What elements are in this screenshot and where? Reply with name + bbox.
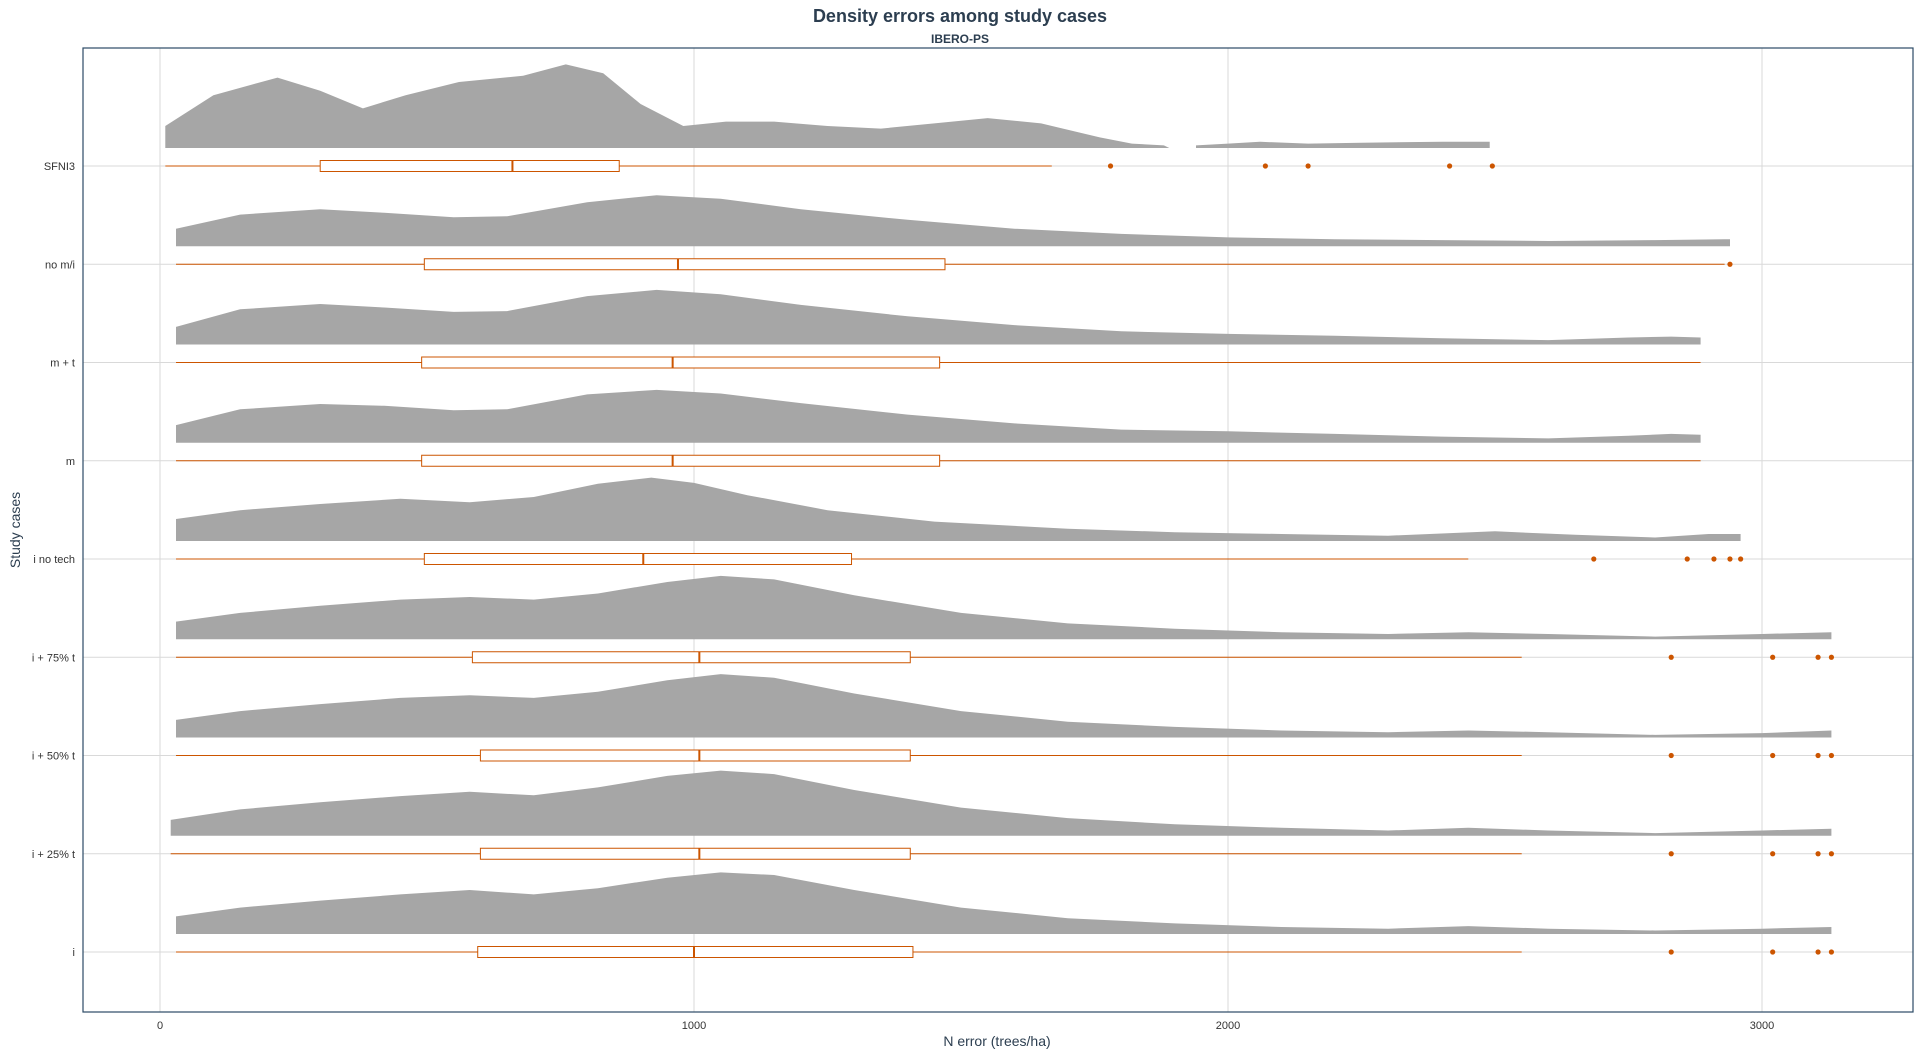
outlier-point bbox=[1447, 163, 1453, 169]
outlier-point bbox=[1770, 654, 1776, 660]
outlier-point bbox=[1727, 261, 1733, 267]
boxplot-box bbox=[479, 847, 911, 860]
y-axis-title: Study cases bbox=[7, 492, 23, 568]
y-tick-label: m + t bbox=[50, 358, 75, 370]
outlier-point bbox=[1828, 949, 1835, 955]
outlier-point bbox=[1815, 752, 1821, 759]
density-ridge bbox=[176, 872, 1832, 934]
boxplot-box bbox=[319, 160, 620, 172]
outlier-point bbox=[1770, 752, 1776, 759]
boxplot-box bbox=[477, 946, 914, 958]
chart-title: Density errors among study cases bbox=[812, 6, 1108, 26]
y-tick-label: i bbox=[73, 947, 75, 959]
density-ridge bbox=[176, 575, 1832, 640]
outlier-point bbox=[1262, 163, 1268, 169]
outlier-point bbox=[1668, 949, 1674, 955]
density-ridge bbox=[176, 195, 1730, 247]
outlier-point bbox=[1828, 752, 1835, 759]
outlier-point bbox=[1770, 949, 1776, 955]
boxplot-box bbox=[423, 553, 853, 565]
outlier-point bbox=[1815, 949, 1821, 955]
outlier-point bbox=[1305, 163, 1311, 169]
y-tick-label: i + 25% t bbox=[32, 849, 75, 861]
y-tick-label: i + 75% t bbox=[32, 652, 75, 664]
density-ridge bbox=[176, 389, 1701, 443]
x-tick-labels: 0 1000 2000 3000 bbox=[157, 1020, 1774, 1032]
outlier-point bbox=[1668, 851, 1674, 857]
boxplot-box bbox=[423, 258, 946, 271]
x-tick-label: 0 bbox=[157, 1020, 163, 1032]
boxplot-box bbox=[471, 651, 911, 664]
density-ridge bbox=[165, 64, 1490, 148]
outlier-point bbox=[1684, 556, 1690, 562]
y-tick-label: no m/i bbox=[45, 259, 75, 271]
outlier-point bbox=[1815, 851, 1821, 857]
x-tick-label: 1000 bbox=[682, 1020, 706, 1032]
density-ridge bbox=[176, 477, 1741, 541]
outlier-point bbox=[1489, 163, 1495, 169]
x-tick-label: 2000 bbox=[1216, 1020, 1240, 1032]
boxplot-box bbox=[421, 454, 941, 467]
plot-frame bbox=[82, 47, 1914, 1013]
y-tick-label: m bbox=[66, 456, 75, 468]
density-ridge bbox=[176, 289, 1701, 345]
y-tick-label: i + 50% t bbox=[32, 751, 75, 763]
x-axis-title: N error (trees/ha) bbox=[943, 1033, 1050, 1049]
boxplot-layer bbox=[165, 160, 1835, 958]
outlier-point bbox=[1770, 851, 1776, 857]
outlier-point bbox=[1107, 163, 1114, 169]
outlier-point bbox=[1738, 556, 1744, 562]
outlier-point bbox=[1727, 556, 1733, 562]
outlier-point bbox=[1711, 556, 1717, 562]
outlier-point bbox=[1591, 556, 1597, 562]
density-ridge bbox=[170, 770, 1832, 836]
density-ridge bbox=[176, 674, 1832, 738]
y-tick-label: SFNI3 bbox=[44, 161, 75, 173]
outlier-point bbox=[1815, 654, 1821, 660]
chart-subtitle: IBERO-PS bbox=[930, 32, 989, 46]
outlier-point bbox=[1668, 752, 1674, 759]
density-layer bbox=[165, 64, 1832, 934]
outlier-point bbox=[1828, 654, 1835, 660]
y-tick-label: i no tech bbox=[33, 554, 75, 566]
y-tick-labels: SFNI3 no m/i m + t m i no tech i + 75% t i + 5… bbox=[32, 161, 75, 959]
outlier-point bbox=[1828, 851, 1835, 857]
boxplot-box bbox=[421, 356, 941, 369]
x-tick-label: 3000 bbox=[1750, 1020, 1774, 1032]
boxplot-box bbox=[479, 749, 911, 762]
outlier-point bbox=[1668, 654, 1674, 660]
